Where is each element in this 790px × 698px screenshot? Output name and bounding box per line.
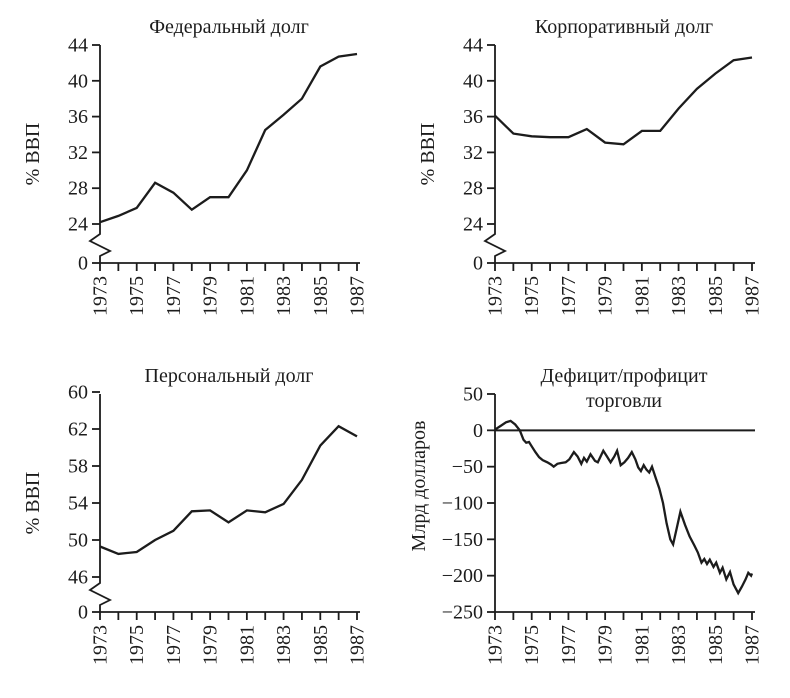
x-tick-label: 1977: [163, 276, 185, 316]
x-tick-label: 1983: [668, 625, 690, 665]
y-axis-label: % ВВП: [417, 122, 439, 186]
y-tick-label: 24: [68, 214, 88, 236]
chart-corporate-debt: 1973 1975 1977 1979 1981 1983 1985 1987 44 40 36 32…: [395, 0, 790, 349]
y-tick-label: 50: [68, 530, 88, 552]
chart-trade-balance: 1973 1975 1977 1979 1981 1983 1985 1987 50 0 −50 −1…: [395, 349, 790, 698]
y-axis-label: % ВВП: [22, 122, 44, 186]
x-tick-label: 1975: [126, 276, 148, 316]
y-axis: [88, 394, 113, 612]
y-tick-label: 24: [463, 214, 483, 236]
x-tick-label: 1973: [485, 276, 507, 316]
x-tick-label: 1981: [631, 276, 653, 316]
x-tick-label: 1977: [163, 625, 185, 665]
y-tick-label: 62: [68, 419, 88, 441]
data-line: [99, 424, 358, 556]
x-tick-label: 1985: [310, 625, 332, 665]
y-tick-label: −250: [442, 602, 483, 624]
y-tick-label: 40: [463, 70, 483, 92]
x-tick-label: 1981: [236, 625, 258, 665]
chart-title: Персональный долг: [144, 365, 314, 387]
x-tick-label: 1979: [200, 276, 222, 316]
x-tick-label: 1983: [273, 276, 295, 316]
x-tick-label: 1985: [705, 276, 727, 316]
zero-tick-label: 0: [78, 253, 88, 275]
x-tick-label: 1979: [595, 276, 617, 316]
y-tick-label: 60: [68, 382, 88, 404]
x-tick-label: 1985: [705, 625, 727, 665]
y-axis-label: % ВВП: [22, 471, 44, 535]
y-tick-label: 32: [68, 142, 88, 164]
y-tick-label: 46: [68, 567, 88, 589]
y-tick-label: 40: [68, 70, 88, 92]
y-tick-label: −100: [442, 493, 483, 515]
y-axis: [483, 45, 508, 263]
x-tick-label: 1983: [668, 276, 690, 316]
zero-tick-label: 0: [473, 253, 483, 275]
x-tick-label: 1979: [595, 625, 617, 665]
chart-title-line2: торговли: [585, 390, 663, 412]
y-axis-label: Млрд долларов: [408, 420, 430, 552]
y-tick-label: 54: [68, 493, 88, 515]
y-tick-label: 28: [68, 178, 88, 200]
y-tick-label: 0: [473, 420, 483, 442]
x-tick-label: 1979: [200, 625, 222, 665]
y-axis: [88, 45, 113, 263]
corporate-debt-plot-canvas: 1973 1975 1977 1979 1981 1983 1985 1987 44 40 36 32…: [463, 35, 764, 317]
y-tick-label: −150: [442, 529, 483, 551]
data-line: [494, 419, 754, 596]
y-tick-label: −200: [442, 565, 483, 587]
x-tick-label: 1981: [631, 625, 653, 665]
federal-debt-plot-canvas: 1973 1975 1977 1979 1981 1983 1985 1987 44 40 36 32…: [68, 35, 369, 317]
y-tick-label: 58: [68, 456, 88, 478]
y-tick-label: 32: [463, 142, 483, 164]
y-tick-label: 44: [463, 35, 483, 57]
chart-title: Корпоративный долг: [534, 16, 714, 38]
y-tick-label: 36: [463, 106, 483, 128]
x-tick-label: 1987: [347, 625, 369, 665]
x-tick-label: 1977: [558, 276, 580, 316]
chart-personal-debt: 1973 1975 1977 1979 1981 1983 1985 1987 60 62 58 54…: [0, 349, 395, 698]
y-tick-label: 36: [68, 106, 88, 128]
x-tick-label: 1973: [485, 625, 507, 665]
x-tick-label: 1987: [742, 276, 764, 316]
y-tick-label: 28: [463, 178, 483, 200]
trade-balance-plot-canvas: 1973 1975 1977 1979 1981 1983 1985 1987 50 0 −50 −1…: [442, 384, 764, 666]
chart-title-line1: Дефицит/профицит: [540, 365, 708, 387]
x-tick-label: 1975: [126, 625, 148, 665]
y-tick-label: 44: [68, 35, 88, 57]
data-line: [494, 56, 753, 146]
x-tick-label: 1973: [90, 625, 112, 665]
zero-tick-label: 0: [78, 602, 88, 624]
x-tick-label: 1983: [273, 625, 295, 665]
y-tick-label: 50: [463, 384, 483, 406]
x-tick-label: 1987: [347, 276, 369, 316]
y-tick-label: −50: [452, 456, 483, 478]
x-tick-label: 1981: [236, 276, 258, 316]
chart-title: Федеральный долг: [149, 16, 309, 38]
x-tick-label: 1973: [90, 276, 112, 316]
data-line: [99, 52, 358, 224]
x-tick-label: 1977: [558, 625, 580, 665]
x-tick-label: 1987: [742, 625, 764, 665]
x-tick-label: 1975: [521, 276, 543, 316]
x-tick-label: 1985: [310, 276, 332, 316]
x-tick-label: 1975: [521, 625, 543, 665]
chart-federal-debt: 1973 1975 1977 1979 1981 1983 1985 1987 44 40 36 32…: [0, 0, 395, 349]
personal-debt-plot-canvas: 1973 1975 1977 1979 1981 1983 1985 1987 60 62 58 54…: [68, 382, 369, 666]
